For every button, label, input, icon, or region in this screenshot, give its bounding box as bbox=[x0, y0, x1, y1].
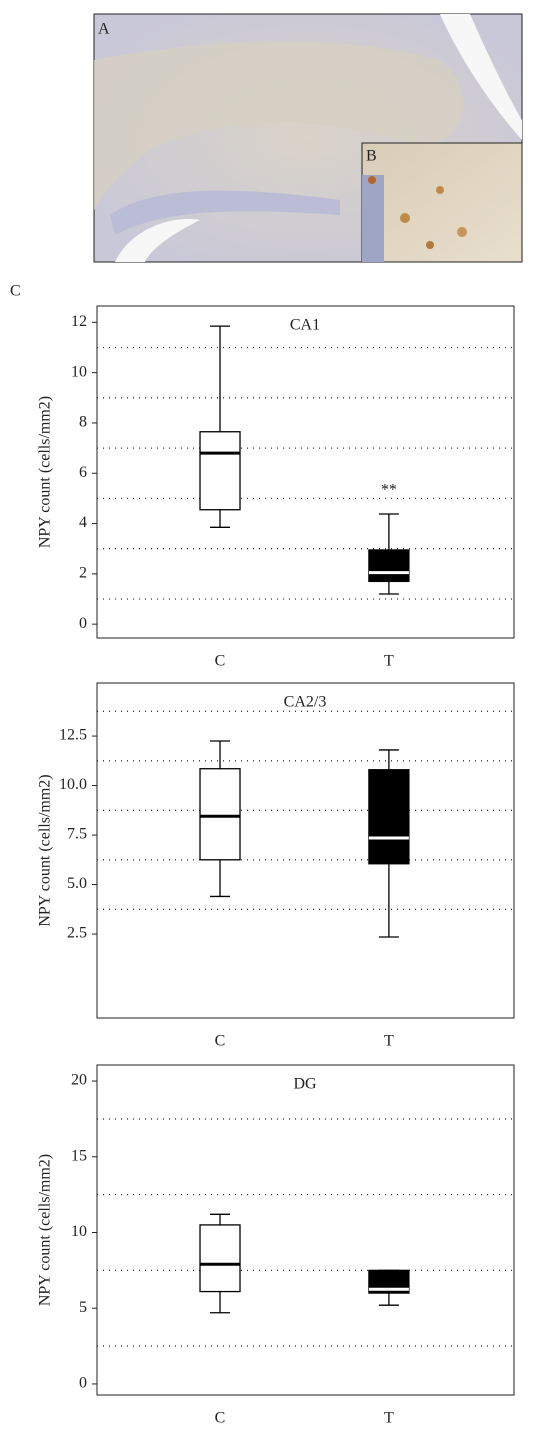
y-tick-label: 4 bbox=[79, 514, 87, 531]
granule-layer bbox=[110, 190, 340, 235]
y-tick-label: 7.5 bbox=[67, 826, 87, 843]
y-tick-label: 12.5 bbox=[59, 727, 87, 744]
plot-frame bbox=[96, 305, 515, 639]
y-tick-label: 5 bbox=[79, 1299, 87, 1316]
box bbox=[199, 768, 241, 861]
tissue-region bbox=[94, 41, 464, 210]
x-tick-label: C bbox=[215, 1410, 226, 1427]
micrograph: A B bbox=[93, 13, 523, 263]
y-tick-label: 0 bbox=[79, 615, 87, 632]
x-tick-label: T bbox=[384, 1410, 394, 1427]
x-tick-label: C bbox=[215, 653, 226, 670]
x-tick-label: T bbox=[384, 1033, 394, 1050]
plot-frame bbox=[96, 1064, 515, 1396]
y-tick-label: 8 bbox=[79, 414, 87, 431]
y-axis-label: NPY count (cells/mm2) bbox=[37, 1154, 54, 1306]
box bbox=[368, 1269, 410, 1294]
ventricle bbox=[440, 14, 522, 140]
y-tick-label: 10 bbox=[71, 363, 87, 380]
y-tick-label: 10 bbox=[71, 1223, 87, 1240]
y-tick-label: 2 bbox=[79, 565, 87, 582]
box bbox=[368, 769, 410, 865]
panel-label: B bbox=[366, 148, 377, 165]
annotation: ** bbox=[381, 482, 397, 499]
y-tick-label: 15 bbox=[71, 1147, 87, 1164]
box bbox=[199, 431, 241, 511]
inset-layer bbox=[362, 175, 384, 262]
cell bbox=[368, 176, 376, 184]
panel-label: A bbox=[98, 21, 110, 38]
box bbox=[199, 1224, 241, 1293]
y-axis-label: NPY count (cells/mm2) bbox=[37, 774, 54, 926]
plot-frame bbox=[96, 682, 515, 1019]
ventricle bbox=[115, 219, 200, 262]
y-tick-label: 20 bbox=[71, 1072, 87, 1089]
y-tick-label: 5.0 bbox=[67, 875, 87, 892]
x-tick-label: T bbox=[384, 653, 394, 670]
inset bbox=[361, 142, 523, 263]
chart-title: DG bbox=[293, 1076, 317, 1093]
chart-title: CA1 bbox=[290, 317, 320, 334]
y-axis-label: NPY count (cells/mm2) bbox=[37, 396, 54, 548]
cell bbox=[436, 186, 444, 194]
box bbox=[368, 549, 410, 583]
cell bbox=[426, 241, 434, 249]
y-tick-label: 12 bbox=[71, 313, 87, 330]
x-tick-label: C bbox=[215, 1033, 226, 1050]
cell bbox=[457, 227, 467, 237]
y-tick-label: 10.0 bbox=[59, 776, 87, 793]
y-tick-label: 2.5 bbox=[67, 925, 87, 942]
y-tick-label: 6 bbox=[79, 464, 87, 481]
chart-title: CA2/3 bbox=[284, 694, 327, 711]
cell bbox=[400, 213, 410, 223]
y-tick-label: 0 bbox=[79, 1375, 87, 1392]
panel-label: C bbox=[10, 283, 21, 300]
